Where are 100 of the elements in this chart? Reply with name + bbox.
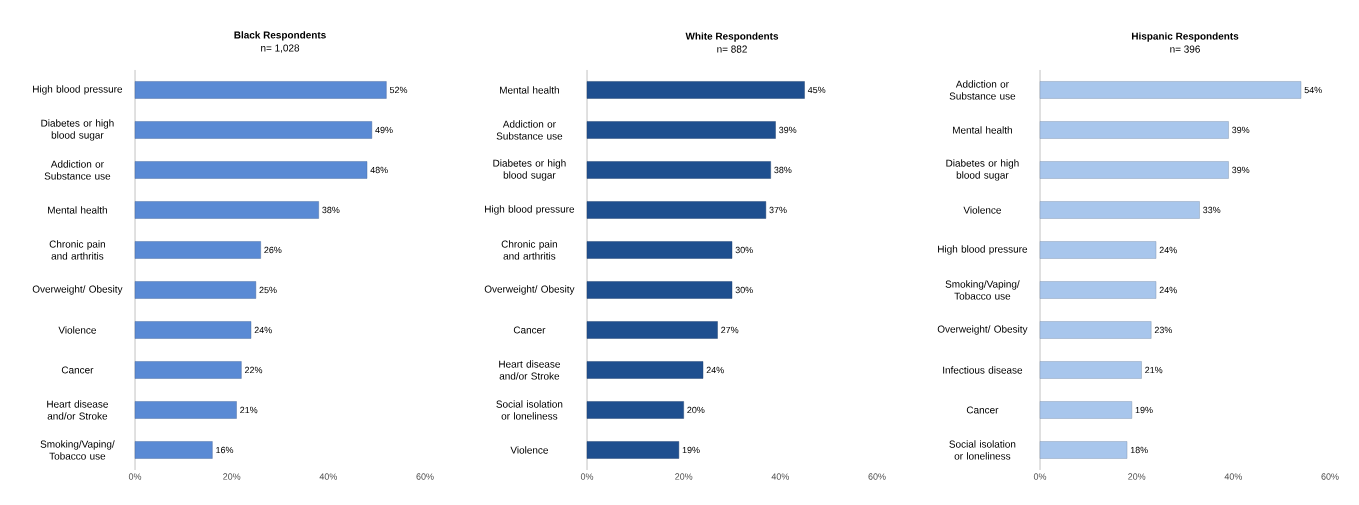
chart-title: Hispanic Respondents bbox=[1131, 32, 1239, 42]
bar bbox=[586, 161, 771, 179]
y-tick-label: High blood pressure bbox=[938, 245, 1028, 255]
data-label: 39% bbox=[1232, 166, 1250, 174]
data-label: 52% bbox=[389, 86, 408, 94]
data-label: 22% bbox=[245, 366, 263, 374]
bar bbox=[586, 201, 767, 219]
y-tick-label: Social isolation or loneliness bbox=[496, 400, 563, 420]
data-label: 24% bbox=[1159, 286, 1177, 294]
bar bbox=[134, 161, 368, 179]
x-tick-label: 20% bbox=[223, 473, 241, 480]
bar bbox=[586, 401, 684, 419]
bar bbox=[586, 241, 733, 259]
y-tick-label: Social isolation or loneliness bbox=[949, 440, 1016, 460]
bar bbox=[1039, 281, 1157, 299]
data-label: 27% bbox=[721, 326, 739, 334]
bar bbox=[134, 441, 213, 459]
y-tick-label: Heart disease and/or Stroke bbox=[499, 360, 560, 380]
x-tick-label: 20% bbox=[675, 473, 693, 480]
y-tick-label: High blood pressure bbox=[33, 85, 123, 95]
bar bbox=[1039, 81, 1302, 99]
data-label: 20% bbox=[687, 406, 705, 414]
data-label: 21% bbox=[240, 406, 258, 414]
bar bbox=[1039, 241, 1157, 259]
x-tick-label: 0% bbox=[1033, 473, 1047, 480]
x-tick-label: 40% bbox=[319, 473, 337, 480]
bar bbox=[134, 281, 257, 299]
data-label: 30% bbox=[735, 246, 753, 254]
x-tick-label: 60% bbox=[416, 473, 434, 480]
y-tick-label: Diabetes or high blood sugar bbox=[41, 119, 114, 141]
data-label: 48% bbox=[370, 166, 388, 174]
bar bbox=[586, 281, 733, 299]
bar bbox=[1039, 201, 1200, 219]
chart-subtitle: n= 882 bbox=[717, 45, 747, 53]
data-label: 24% bbox=[1159, 246, 1177, 254]
data-label: 25% bbox=[259, 286, 277, 294]
bar bbox=[134, 81, 387, 99]
bar bbox=[1039, 321, 1152, 339]
data-label: 21% bbox=[1145, 366, 1163, 374]
x-tick-label: 40% bbox=[771, 473, 789, 480]
data-label: 33% bbox=[1203, 206, 1221, 214]
chart-title: White Respondents bbox=[685, 32, 779, 42]
data-label: 54% bbox=[1304, 86, 1322, 94]
bar bbox=[586, 81, 805, 99]
data-label: 23% bbox=[1154, 326, 1173, 334]
data-label: 16% bbox=[216, 446, 234, 454]
bar bbox=[134, 241, 261, 259]
y-tick-label: Smoking/Vaping/ Tobacco use bbox=[945, 280, 1020, 300]
data-label: 38% bbox=[322, 206, 340, 214]
chart-title: Black Respondents bbox=[234, 31, 326, 41]
data-label: 45% bbox=[807, 86, 826, 94]
x-tick-label: 60% bbox=[1321, 473, 1339, 480]
y-tick-label: Violence bbox=[963, 206, 1001, 214]
y-tick-label: Diabetes or high blood sugar bbox=[946, 159, 1019, 181]
bar bbox=[586, 321, 718, 339]
y-tick-label: Overweight/ Obesity bbox=[484, 285, 575, 295]
y-tick-label: Addiction or Substance use bbox=[496, 120, 563, 140]
y-tick-label: Addiction or Substance use bbox=[44, 160, 111, 180]
bar bbox=[134, 401, 237, 419]
bar bbox=[134, 121, 373, 139]
data-label: 19% bbox=[1135, 406, 1153, 414]
bar bbox=[134, 361, 242, 379]
data-label: 37% bbox=[769, 206, 787, 214]
x-tick-label: 0% bbox=[128, 473, 142, 480]
y-tick-label: Smoking/Vaping/ Tobacco use bbox=[40, 440, 115, 460]
data-label: 24% bbox=[706, 366, 724, 374]
y-tick-label: Mental health bbox=[500, 86, 559, 94]
x-tick-label: 20% bbox=[1128, 473, 1146, 480]
bar bbox=[1039, 161, 1229, 179]
bar bbox=[586, 361, 704, 379]
data-label: 49% bbox=[375, 126, 393, 134]
data-label: 38% bbox=[774, 166, 792, 174]
y-tick-label: Cancer bbox=[966, 406, 999, 414]
bar bbox=[586, 121, 776, 139]
data-label: 26% bbox=[264, 246, 282, 254]
data-label: 30% bbox=[735, 286, 753, 294]
data-label: 19% bbox=[682, 446, 700, 454]
data-label: 24% bbox=[254, 326, 272, 334]
x-tick-label: 0% bbox=[580, 473, 594, 480]
y-tick-label: High blood pressure bbox=[485, 205, 575, 215]
y-tick-label: Overweight/ Obesity bbox=[32, 285, 123, 295]
y-tick-label: Chronic pain and arthritis bbox=[49, 240, 105, 260]
bar bbox=[1039, 401, 1133, 419]
y-tick-label: Overweight/ Obesity bbox=[937, 325, 1028, 335]
y-tick-label: Addiction or Substance use bbox=[949, 80, 1016, 100]
y-tick-label: Heart disease and/or Stroke bbox=[47, 400, 108, 420]
bar bbox=[1039, 361, 1142, 379]
x-tick-label: 40% bbox=[1224, 473, 1242, 480]
chart-subtitle: n= 1,028 bbox=[261, 44, 300, 53]
data-label: 18% bbox=[1130, 446, 1148, 454]
y-tick-label: Mental health bbox=[48, 206, 107, 214]
y-tick-label: Cancer bbox=[513, 326, 546, 334]
bar bbox=[586, 441, 680, 459]
bar bbox=[1039, 441, 1128, 459]
bar bbox=[1039, 121, 1229, 139]
y-tick-label: Diabetes or high blood sugar bbox=[493, 159, 566, 181]
x-tick-label: 60% bbox=[868, 473, 886, 480]
bar bbox=[134, 201, 319, 219]
data-label: 39% bbox=[1232, 126, 1250, 134]
data-label: 39% bbox=[779, 126, 797, 134]
